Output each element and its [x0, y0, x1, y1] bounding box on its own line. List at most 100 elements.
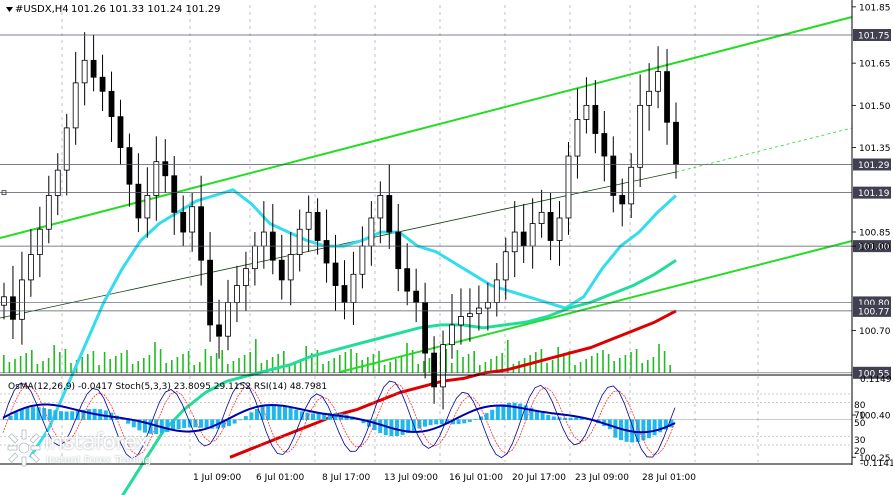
- volume-bar: [31, 350, 33, 373]
- volume-bar: [70, 363, 72, 373]
- osma-bar: [199, 419, 203, 428]
- osma-bar: [613, 419, 618, 438]
- volume-bar: [137, 361, 139, 373]
- symbol-label: #USDX,H4: [15, 4, 69, 15]
- osma-bar: [271, 404, 276, 420]
- triangle-down-icon[interactable]: [6, 7, 13, 12]
- osma-bar: [227, 419, 231, 427]
- price-label-box: [853, 366, 891, 379]
- osma-bar: [249, 412, 254, 420]
- osma-bar: [333, 412, 338, 420]
- osma-bar: [204, 419, 209, 429]
- volume-bar: [652, 357, 655, 373]
- osma-bar: [451, 419, 455, 425]
- osc-axis-label: 30: [854, 436, 866, 446]
- volume-bar: [87, 354, 89, 373]
- ma-fast-line: [28, 188, 678, 459]
- volume-bar: [641, 363, 643, 373]
- volume-bar: [171, 360, 173, 373]
- volume-bar: [635, 349, 638, 373]
- candle-body: [592, 104, 599, 134]
- candle-body: [323, 240, 330, 264]
- osma-bar: [523, 405, 528, 420]
- osma-bar: [501, 404, 506, 420]
- volume-bar: [221, 350, 223, 373]
- volume-bar: [585, 359, 587, 373]
- volume-bar: [473, 351, 475, 373]
- volume-bar: [624, 355, 627, 373]
- osma-bar: [176, 419, 181, 430]
- volume-bar: [383, 365, 386, 373]
- volume-bar: [607, 354, 610, 373]
- candle-body: [305, 211, 312, 230]
- volume-bar: [546, 363, 548, 373]
- candle-body: [135, 183, 142, 219]
- watermark: instaforex Instant Forex Trading: [6, 424, 226, 484]
- osma-bar: [507, 402, 511, 420]
- volume-bar: [159, 349, 162, 373]
- osc-axis-label: 0.1149: [860, 375, 892, 385]
- candle-body: [207, 259, 213, 326]
- volume-bar: [327, 361, 330, 373]
- volume-bar: [64, 349, 67, 373]
- osma-bar: [518, 403, 523, 420]
- volume-bar: [428, 358, 431, 373]
- candle-body: [511, 231, 518, 253]
- osma-bar: [64, 411, 69, 420]
- candle-body: [54, 169, 61, 196]
- osma-bar: [635, 419, 640, 443]
- candle-body: [251, 245, 258, 270]
- volume-bar: [389, 362, 391, 373]
- price-label-text: 101.00: [858, 243, 890, 253]
- candlestick-series: [1, 32, 679, 410]
- volume-bar: [36, 364, 39, 373]
- oscillator-panel: [0, 380, 852, 459]
- osc-axis-label: -0.1141: [860, 459, 893, 469]
- osma-bar: [495, 406, 500, 420]
- candle-body: [287, 254, 294, 281]
- candle-body: [619, 195, 626, 205]
- rsi-line: [2, 403, 676, 434]
- osma-bar: [327, 413, 332, 420]
- candle-body: [556, 217, 563, 241]
- volume-bar: [417, 364, 419, 373]
- candle-body: [45, 195, 52, 230]
- price-label-box: [853, 29, 891, 41]
- osma-bar: [462, 419, 467, 424]
- volume-bar: [669, 365, 671, 373]
- volume-bar: [322, 364, 324, 373]
- candle-body: [243, 268, 249, 286]
- volume-bar: [277, 354, 279, 373]
- candle-body: [440, 344, 446, 388]
- volume-bar: [53, 345, 55, 373]
- price-label-box: [853, 304, 891, 317]
- osma-bar: [165, 419, 170, 433]
- osma-bar: [260, 406, 265, 420]
- osma-bar: [467, 419, 472, 422]
- candle-body: [359, 245, 366, 275]
- time-axis-label: 23 Jul 09:00: [575, 473, 629, 483]
- volume-bar: [103, 352, 106, 373]
- volume-bar: [238, 358, 240, 373]
- candle-body: [628, 166, 635, 205]
- candle-body: [90, 59, 97, 78]
- osma-bar: [406, 419, 411, 434]
- osma-bar: [546, 414, 551, 420]
- candle-body: [81, 59, 88, 84]
- osma-bar: [395, 419, 399, 437]
- osma-bar: [87, 409, 91, 420]
- volume-bar: [579, 362, 582, 373]
- volume-bar: [339, 355, 341, 373]
- volume-bar: [204, 349, 207, 373]
- osma-bar: [299, 411, 304, 420]
- time-axis-label: 8 Jul 17:00: [322, 473, 371, 483]
- time-axis-label: 28 Jul 01:00: [642, 473, 696, 483]
- price-label-text: 101.29: [858, 161, 890, 171]
- volume-bar: [299, 359, 302, 373]
- volume-bar: [19, 356, 22, 373]
- osma-bar: [663, 419, 668, 430]
- osma-bar: [36, 407, 41, 420]
